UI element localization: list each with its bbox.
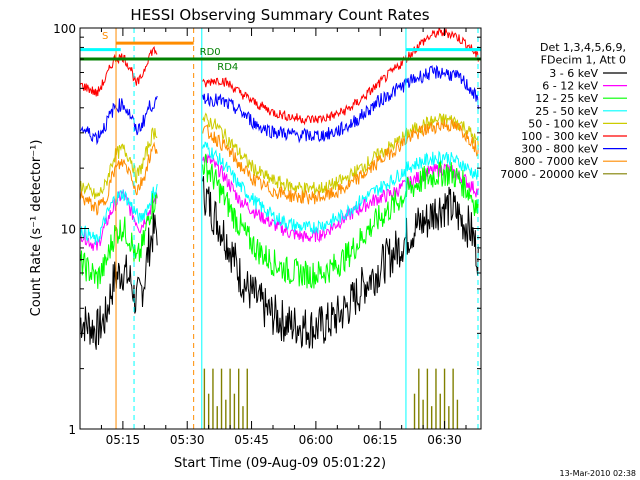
series-line <box>80 118 479 216</box>
legend: Det 1,3,4,5,6,9,FDecim 1, Att 03 - 6 keV… <box>500 41 627 181</box>
series-100-300keV <box>80 28 479 126</box>
legend-label: 6 - 12 keV <box>542 80 598 93</box>
state-label: S <box>102 31 108 42</box>
x-axis-label: Start Time (09-Aug-09 05:01:22) <box>174 456 386 471</box>
series-3-6keV <box>80 176 479 350</box>
plot-frame <box>79 27 482 430</box>
legend-label: 50 - 100 keV <box>528 117 598 130</box>
series-50-100keV <box>80 112 479 200</box>
series-25-50keV <box>80 141 479 245</box>
legend-label: 3 - 6 keV <box>549 67 598 80</box>
y-axis: 1 10 100 <box>53 22 481 437</box>
legend-label: 300 - 800 keV <box>521 143 598 156</box>
plot-area: S RD0 RD4 <box>80 28 481 429</box>
series-line <box>80 112 479 200</box>
series-300-800keV <box>80 64 479 146</box>
series-6-12keV <box>80 153 479 251</box>
series-line <box>80 176 479 350</box>
y-tick-label: 100 <box>53 22 76 36</box>
x-tick-label: 05:15 <box>106 433 141 447</box>
x-tick-label: 06:00 <box>299 433 334 447</box>
x-tick-label: 06:15 <box>363 433 398 447</box>
series-line <box>80 153 479 289</box>
footer-timestamp: 13-Mar-2010 02:38 <box>560 469 637 478</box>
legend-label: 7000 - 20000 keV <box>500 168 598 181</box>
x-axis: 05:15 05:30 05:45 06:00 06:15 06:30 <box>100 28 467 447</box>
x-tick-label: 06:30 <box>427 433 462 447</box>
legend-header: Det 1,3,4,5,6,9, <box>540 41 626 54</box>
series-line <box>80 141 479 245</box>
series-7000-20000keV <box>203 368 459 429</box>
legend-label: 12 - 25 keV <box>535 92 598 105</box>
y-tick-label: 10 <box>61 223 76 237</box>
series-line <box>80 64 479 146</box>
state-label: RD0 <box>200 47 221 58</box>
series-line <box>80 153 479 251</box>
series-12-25keV <box>80 153 479 289</box>
legend-label: 800 - 7000 keV <box>514 155 598 168</box>
legend-label: 100 - 300 keV <box>521 130 598 143</box>
chart-title: HESSI Observing Summary Count Rates <box>130 6 429 24</box>
series-line <box>80 28 479 126</box>
plot-clip-group: S RD0 RD4 <box>80 28 481 429</box>
x-tick-label: 05:45 <box>234 433 269 447</box>
state-label: RD4 <box>217 62 238 73</box>
legend-header: FDecim 1, Att 0 <box>541 54 626 67</box>
x-tick-label: 05:30 <box>170 433 205 447</box>
legend-label: 25 - 50 keV <box>535 105 598 118</box>
y-axis-label: Count Rate (s⁻¹ detector⁻¹) <box>29 140 44 317</box>
series-800-7000keV <box>80 118 479 216</box>
y-tick-label: 1 <box>68 423 76 437</box>
